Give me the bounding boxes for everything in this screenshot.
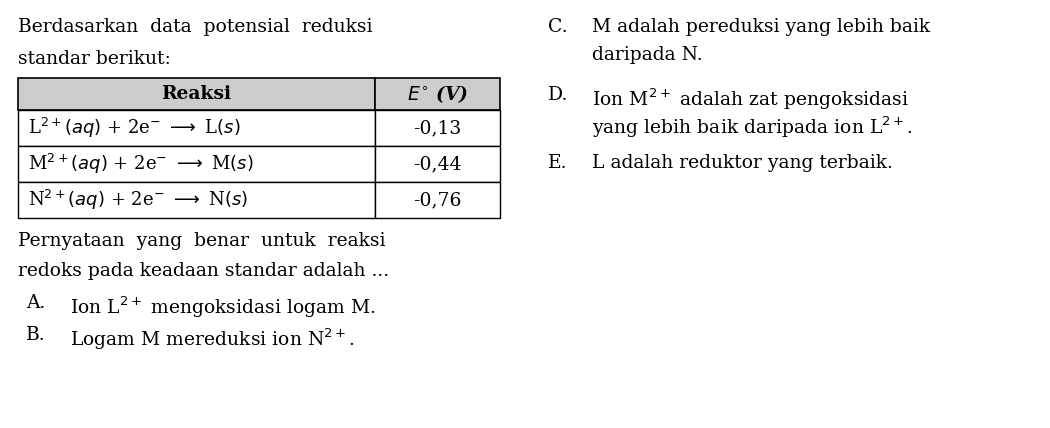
Bar [375,182,500,218]
Bar [18,182,375,218]
Text: Logam M mereduksi ion N$^{2+}$.: Logam M mereduksi ion N$^{2+}$. [70,326,355,351]
Text: L$^{2+}$$(aq)$ + 2e$^{-}$ $\longrightarrow$ L$(s)$: L$^{2+}$$(aq)$ + 2e$^{-}$ $\longrightarr… [28,116,240,140]
Text: A.: A. [26,294,45,312]
Text: Ion L$^{2+}$ mengoksidasi logam M.: Ion L$^{2+}$ mengoksidasi logam M. [70,294,376,319]
Text: C.: C. [548,18,568,36]
Text: daripada N.: daripada N. [592,46,702,64]
Text: Ion M$^{2+}$ adalah zat pengoksidasi: Ion M$^{2+}$ adalah zat pengoksidasi [592,86,909,112]
Text: redoks pada keadaan standar adalah ...: redoks pada keadaan standar adalah ... [18,262,390,280]
Text: N$^{2+}$$(aq)$ + 2e$^{-}$ $\longrightarrow$ N$(s)$: N$^{2+}$$(aq)$ + 2e$^{-}$ $\longrightarr… [28,188,248,212]
Text: Reaksi: Reaksi [162,85,232,103]
Text: E.: E. [548,154,567,172]
Text: Pernyataan  yang  benar  untuk  reaksi: Pernyataan yang benar untuk reaksi [18,232,385,250]
Text: M adalah pereduksi yang lebih baik: M adalah pereduksi yang lebih baik [592,18,930,36]
Text: yang lebih baik daripada ion L$^{2+}$.: yang lebih baik daripada ion L$^{2+}$. [592,114,914,140]
Text: $E^{\circ}$ (V): $E^{\circ}$ (V) [406,83,468,105]
Text: -0,76: -0,76 [414,191,462,209]
Text: D.: D. [548,86,568,104]
Text: L adalah reduktor yang terbaik.: L adalah reduktor yang terbaik. [592,154,892,172]
Bar [375,78,500,110]
Bar [18,78,375,110]
Text: -0,13: -0,13 [414,119,462,137]
Text: standar berikut:: standar berikut: [18,50,171,68]
Text: -0,44: -0,44 [414,155,462,173]
Bar [375,146,500,182]
Text: Berdasarkan  data  potensial  reduksi: Berdasarkan data potensial reduksi [18,18,373,36]
Bar [375,110,500,146]
Text: M$^{2+}$$(aq)$ + 2e$^{-}$ $\longrightarrow$ M$(s)$: M$^{2+}$$(aq)$ + 2e$^{-}$ $\longrightarr… [28,152,253,176]
Text: B.: B. [26,326,45,344]
Bar [18,110,375,146]
Bar [18,146,375,182]
